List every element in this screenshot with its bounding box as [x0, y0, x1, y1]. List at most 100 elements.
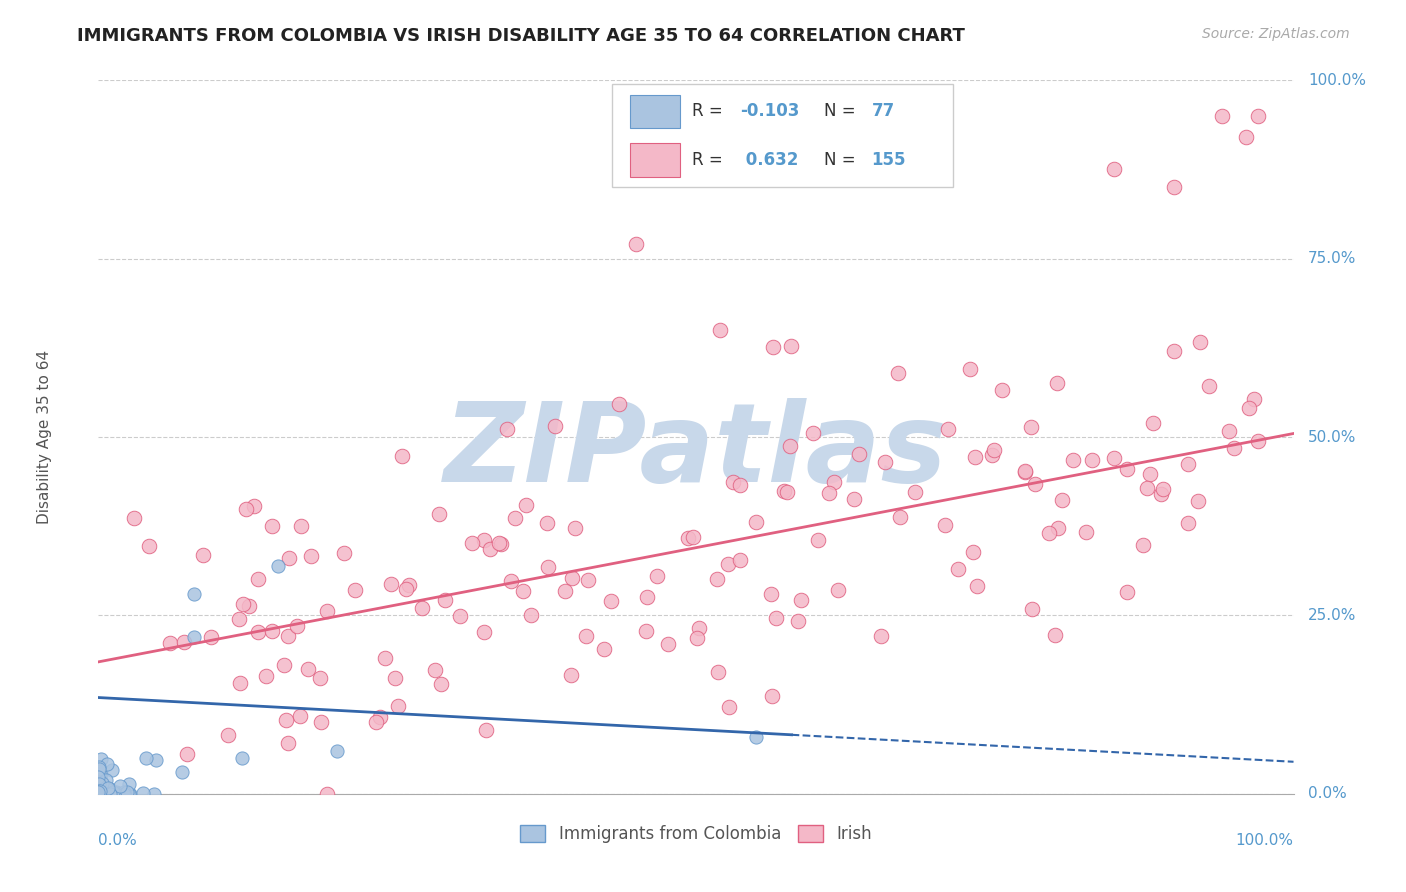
Point — [706, 572, 728, 586]
Point — [277, 629, 299, 643]
Point — [173, 635, 195, 649]
Point — [87, 777, 110, 791]
Text: R =: R = — [692, 151, 728, 169]
Point — [759, 587, 782, 601]
Point — [626, 237, 648, 252]
Point — [592, 642, 614, 657]
Point — [135, 751, 157, 765]
Point — [299, 549, 322, 563]
Point — [1038, 525, 1060, 540]
Point — [479, 542, 502, 557]
Point — [394, 582, 416, 596]
Point — [537, 560, 560, 574]
Point — [96, 782, 118, 797]
Point — [1247, 434, 1270, 449]
FancyBboxPatch shape — [613, 84, 953, 187]
Point — [117, 777, 139, 791]
Point — [657, 637, 679, 651]
Point — [634, 624, 657, 638]
Point — [94, 784, 117, 798]
Point — [707, 665, 730, 679]
Point — [112, 784, 135, 798]
Point — [1136, 481, 1159, 495]
Point — [1177, 457, 1199, 471]
Point — [107, 787, 129, 801]
Point — [87, 785, 110, 799]
Point — [290, 519, 312, 533]
Point — [983, 442, 1005, 457]
Point — [1187, 494, 1209, 508]
Point — [89, 776, 111, 790]
Point — [936, 421, 959, 435]
Point — [267, 558, 290, 573]
Point — [159, 636, 181, 650]
Point — [316, 787, 339, 801]
Point — [326, 744, 349, 758]
Point — [89, 783, 111, 797]
Point — [94, 785, 117, 799]
Point — [870, 629, 893, 643]
Point — [886, 367, 908, 381]
Point — [90, 752, 112, 766]
Point — [1198, 379, 1220, 393]
Point — [449, 609, 471, 624]
Point — [96, 785, 118, 799]
Point — [779, 339, 801, 353]
Point — [1237, 401, 1260, 416]
Point — [554, 584, 576, 599]
Point — [94, 772, 117, 787]
Text: IMMIGRANTS FROM COLOMBIA VS IRISH DISABILITY AGE 35 TO 64 CORRELATION CHART: IMMIGRANTS FROM COLOMBIA VS IRISH DISABI… — [77, 27, 965, 45]
Point — [765, 611, 787, 625]
Point — [193, 548, 215, 562]
Text: 100.0%: 100.0% — [1236, 833, 1294, 848]
Point — [773, 483, 796, 498]
Point — [247, 572, 270, 586]
Point — [1046, 521, 1069, 535]
Point — [91, 787, 114, 801]
Point — [745, 730, 768, 744]
Point — [515, 498, 537, 512]
Point — [278, 550, 301, 565]
Point — [599, 594, 621, 608]
Point — [366, 714, 388, 729]
Point — [94, 783, 117, 797]
Point — [474, 723, 496, 738]
Point — [609, 397, 631, 411]
Point — [276, 713, 298, 727]
Text: N =: N = — [824, 151, 860, 169]
Point — [89, 783, 111, 797]
Point — [90, 785, 112, 799]
Point — [87, 785, 110, 799]
Point — [946, 562, 969, 576]
Point — [297, 662, 319, 676]
Point — [575, 629, 598, 643]
Point — [544, 419, 567, 434]
Point — [1150, 487, 1173, 501]
Point — [848, 447, 870, 461]
Point — [686, 631, 709, 645]
Legend: Immigrants from Colombia, Irish: Immigrants from Colombia, Irish — [513, 818, 879, 850]
Point — [183, 630, 205, 644]
Point — [89, 783, 111, 797]
Point — [1014, 464, 1036, 478]
Point — [115, 785, 138, 799]
Point — [875, 455, 897, 469]
Point — [232, 598, 254, 612]
Point — [1153, 482, 1175, 496]
Point — [1211, 109, 1233, 123]
Text: ZIPatlas: ZIPatlas — [444, 398, 948, 505]
Point — [636, 591, 658, 605]
Point — [200, 631, 222, 645]
Point — [1024, 476, 1046, 491]
Point — [90, 781, 112, 796]
Point — [87, 784, 110, 798]
Point — [823, 475, 845, 489]
Point — [112, 787, 135, 801]
Point — [217, 728, 239, 742]
Point — [1076, 525, 1098, 540]
Text: 155: 155 — [872, 151, 905, 169]
Point — [247, 625, 270, 640]
Point — [411, 600, 433, 615]
Text: 77: 77 — [872, 103, 894, 120]
Text: 25.0%: 25.0% — [1308, 608, 1357, 623]
